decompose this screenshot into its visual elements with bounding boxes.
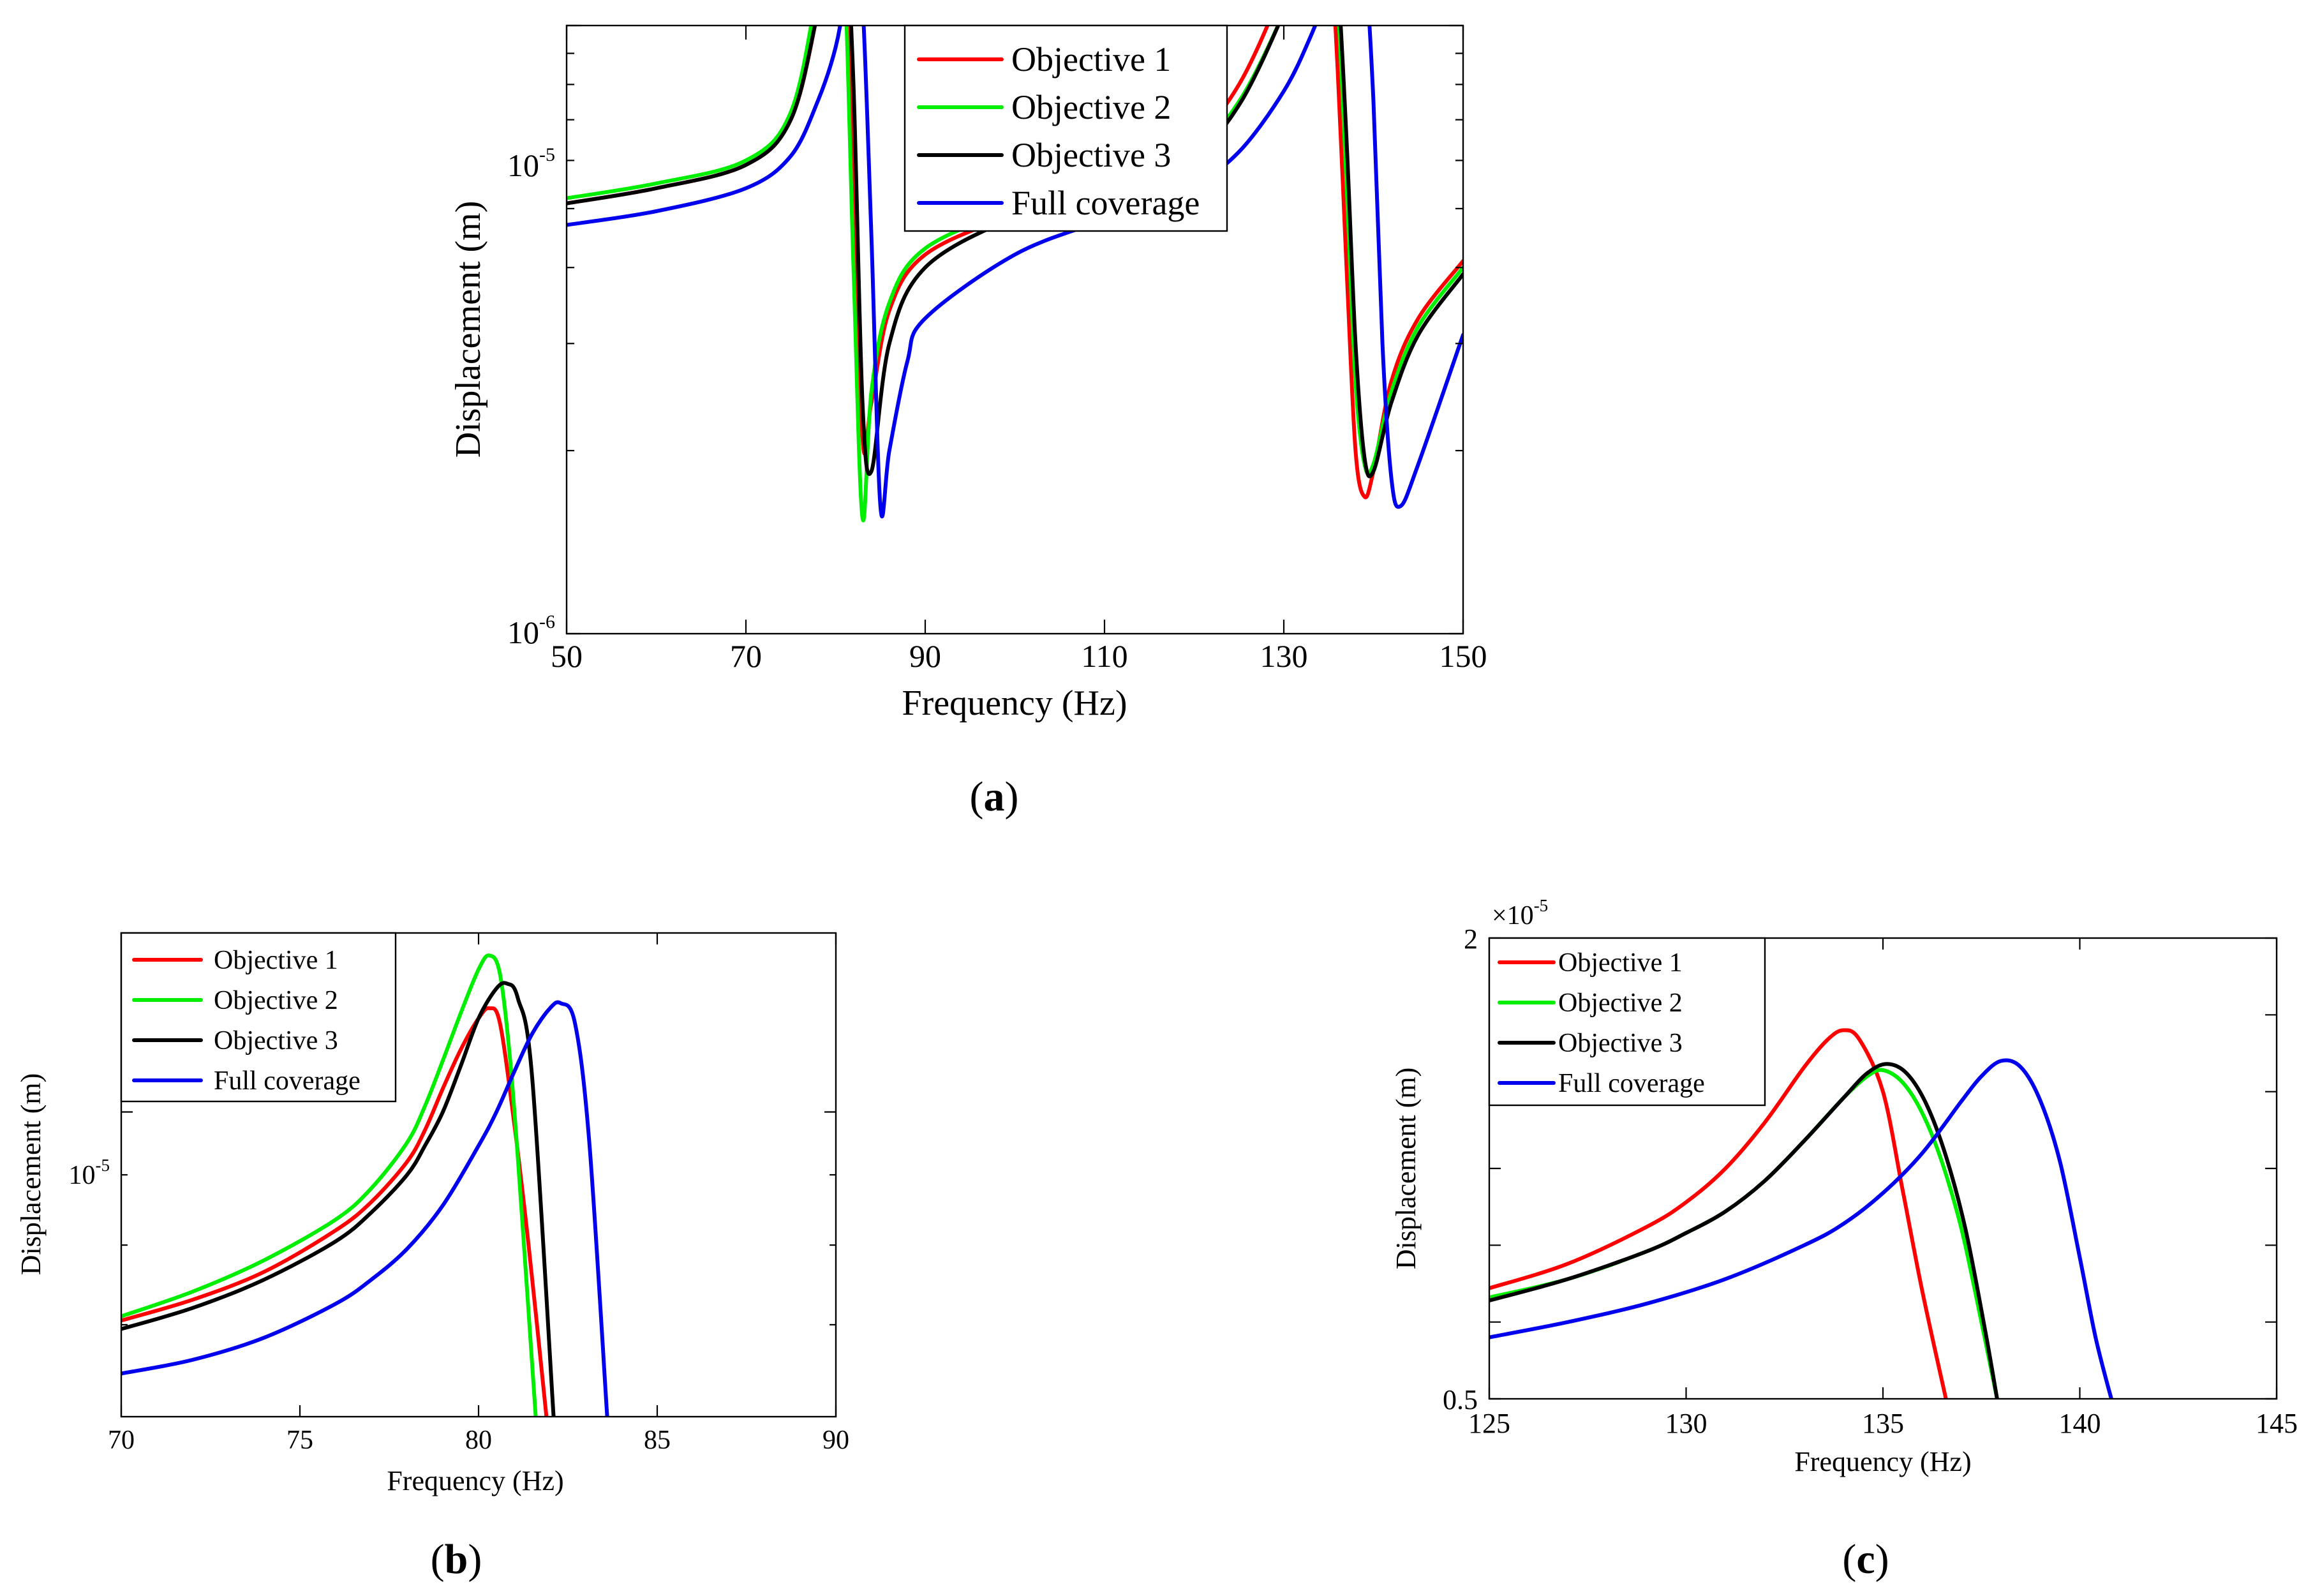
panel-b-legend-label-full-coverage: Full coverage — [214, 1066, 361, 1096]
panel-c-curves — [1489, 1028, 2113, 1399]
panel-b-x-tick-label-75: 75 — [286, 1426, 313, 1455]
panel-a-legend-label-objective-2: Objective 2 — [1011, 88, 1171, 126]
panel-c-x-tick-label-140: 140 — [2059, 1408, 2101, 1439]
panel-c-ticks — [1488, 937, 2278, 1400]
panel-c-x-tick-label-130: 130 — [1665, 1408, 1707, 1439]
panel-c-x-axis-label: Frequency (Hz) — [1794, 1446, 1971, 1477]
panel-c-series-objective-1 — [1489, 1028, 1948, 1399]
panel-c-x-tick-labels: 125 130 135 140 145 — [1468, 1408, 2298, 1439]
panel-c-y-axis-label: Displacement (m) — [1390, 1068, 1422, 1269]
panel-a-legend: Objective 1 Objective 2 Objective 3 Full… — [904, 24, 1228, 232]
panel-a: 50 70 90 110 130 150 10-6 10-5 Frequency (Hz)… — [449, 24, 1487, 820]
panel-c: 125 130 135 140 145 ×10-5 0.5 2 Frequency (H… — [1390, 896, 2298, 1583]
panel-b-ticks — [120, 933, 837, 1417]
panel-a-x-axis-label: Frequency (Hz) — [902, 683, 1127, 723]
panel-a-y-axis-label: Displacement (m) — [449, 201, 488, 458]
panel-a-legend-label-full-coverage: Full coverage — [1011, 184, 1200, 222]
panel-c-caption: (c) — [1842, 1536, 1889, 1583]
panel-b-legend: Objective 1 Objective 2 Objective 3 Full… — [120, 932, 397, 1103]
panel-b-x-tick-label-90: 90 — [822, 1426, 849, 1455]
panel-c-legend-label-objective-2: Objective 2 — [1558, 988, 1683, 1018]
panel-c-x-tick-label-135: 135 — [1862, 1408, 1904, 1439]
panel-c-x-tick-label-125: 125 — [1468, 1408, 1510, 1439]
panel-a-x-tick-label-130: 130 — [1260, 638, 1308, 674]
panel-a-x-tick-label-150: 150 — [1439, 638, 1487, 674]
panel-a-legend-label-objective-1: Objective 1 — [1011, 40, 1171, 78]
panel-b-series-full-coverage — [121, 1000, 609, 1417]
panel-b-y-axis-label: Displacement (m) — [15, 1073, 47, 1275]
panel-b-caption: (b) — [431, 1536, 482, 1583]
panel-a-series-full-coverage — [567, 26, 1463, 519]
panel-c-x-tick-label-145: 145 — [2256, 1408, 2298, 1439]
panel-a-x-tick-label-90: 90 — [909, 638, 941, 674]
panel-c-y-tick-0.5: 0.5 — [1443, 1384, 1478, 1415]
panel-a-y-tick-1e-5: 10-5 — [507, 144, 555, 183]
panel-a-x-tick-label-110: 110 — [1081, 638, 1127, 674]
panel-c-series-objective-3 — [1489, 1062, 1999, 1399]
panel-a-y-tick-1e-6: 10-6 — [507, 611, 555, 650]
panel-a-x-tick-label-70: 70 — [730, 638, 762, 674]
panel-c-y-tick-2: 2 — [1464, 923, 1478, 955]
panel-a-caption: (a) — [970, 773, 1019, 820]
panel-b-y-tick-1e-5: 10-5 — [69, 1156, 110, 1190]
panel-b-x-tick-label-70: 70 — [108, 1426, 135, 1455]
panel-b-legend-label-objective-1: Objective 1 — [214, 946, 338, 975]
panel-b-legend-label-objective-2: Objective 2 — [214, 986, 338, 1015]
panel-c-y-multiplier: ×10-5 — [1492, 896, 1548, 930]
panel-b-x-tick-labels: 70 75 80 85 90 — [108, 1426, 849, 1455]
panel-c-legend: Objective 1 Objective 2 Objective 3 Full… — [1488, 937, 1766, 1107]
panel-c-legend-label-objective-3: Objective 3 — [1558, 1029, 1683, 1058]
panel-a-legend-label-objective-3: Objective 3 — [1011, 136, 1171, 174]
panel-b-x-axis-label: Frequency (Hz) — [387, 1465, 563, 1496]
panel-b-curves — [121, 953, 609, 1417]
panel-c-series-full-coverage — [1489, 1058, 2113, 1399]
panel-b-x-tick-label-85: 85 — [644, 1426, 671, 1455]
panel-c-legend-label-full-coverage: Full coverage — [1558, 1069, 1705, 1098]
panel-b-legend-label-objective-3: Objective 3 — [214, 1026, 338, 1055]
panel-a-x-tick-label-50: 50 — [551, 638, 583, 674]
panel-b: 70 75 80 85 90 10-5 Frequency (Hz) Displacem… — [15, 932, 849, 1583]
panel-b-series-objective-2 — [121, 953, 538, 1417]
panel-c-legend-box — [1488, 937, 1766, 1107]
panel-b-x-tick-label-80: 80 — [465, 1426, 492, 1455]
panel-b-series-objective-3 — [121, 981, 556, 1417]
panel-c-series-objective-2 — [1489, 1068, 1999, 1399]
panel-a-x-tick-labels: 50 70 90 110 130 150 — [551, 638, 1487, 674]
panel-c-legend-label-objective-1: Objective 1 — [1558, 948, 1683, 978]
